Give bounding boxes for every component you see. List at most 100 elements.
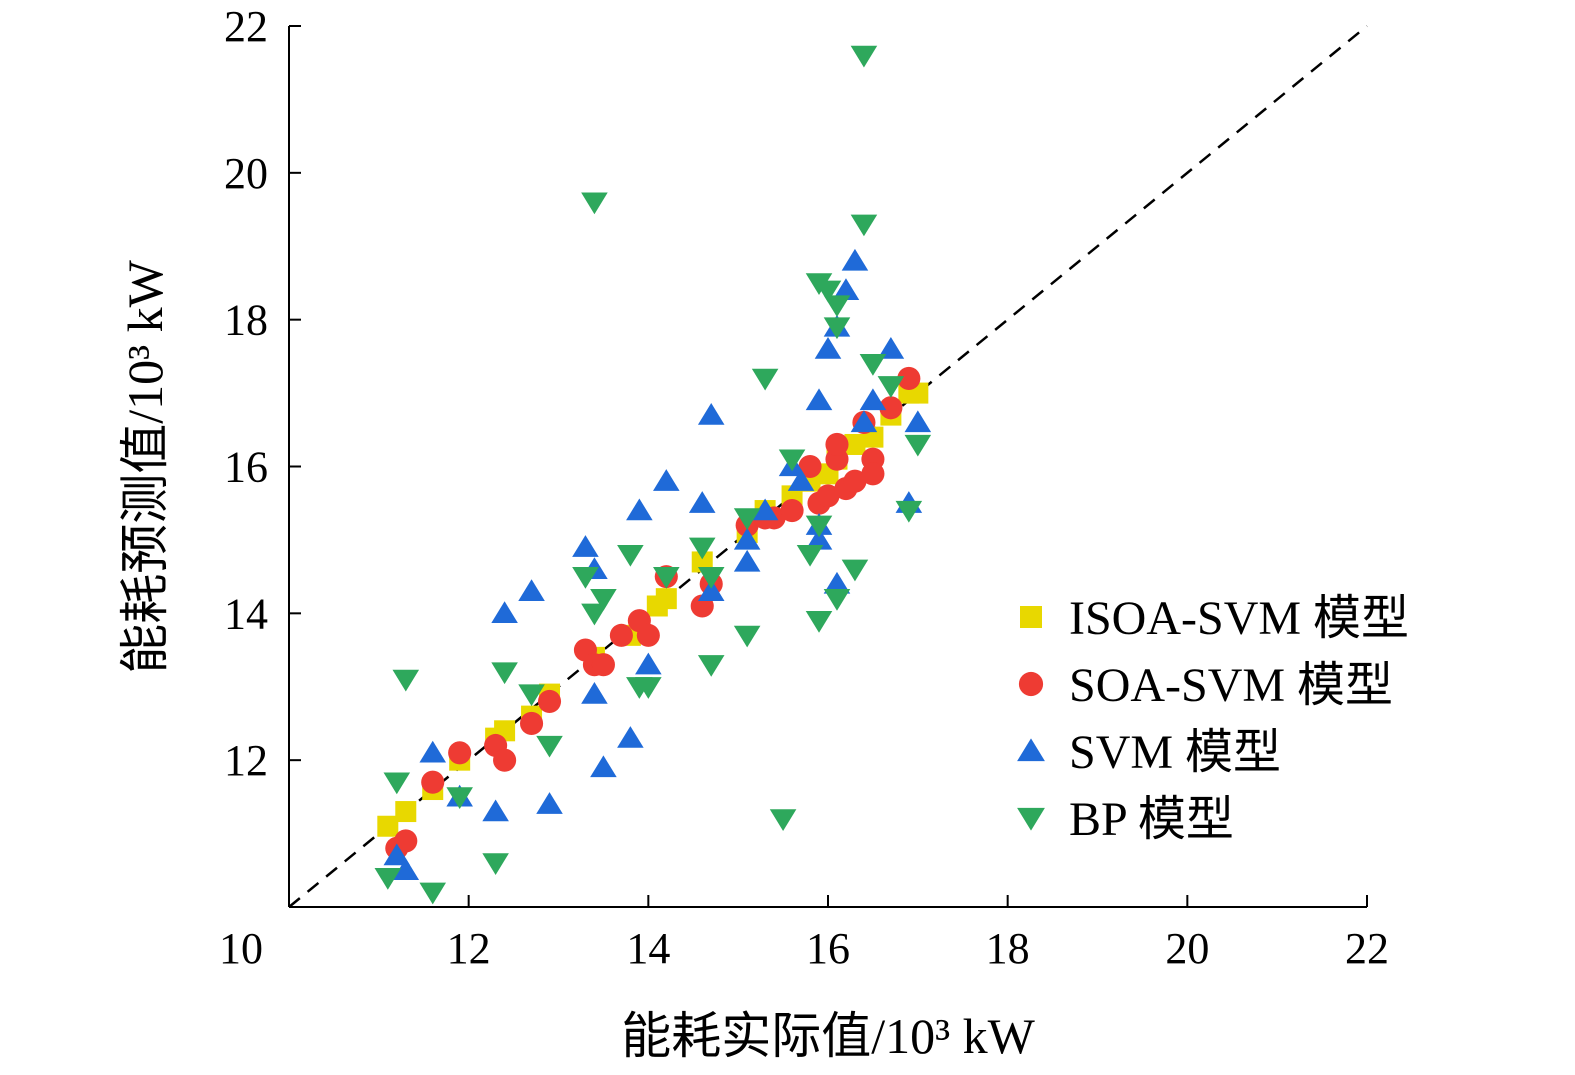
data-point [482,853,509,876]
data-point [805,611,833,633]
legend-label: SVM 模型 [1069,726,1281,779]
data-point [850,410,878,433]
data-point [814,336,842,359]
y-tick-label: 14 [224,589,268,638]
data-point [798,454,822,479]
series-4 [374,45,932,905]
data-point [419,882,447,905]
data-point [537,689,562,713]
data-point [780,499,804,523]
data-point [861,462,885,486]
data-point [733,625,761,648]
legend-label: SOA-SVM 模型 [1069,659,1393,712]
data-point [395,801,417,823]
data-point [778,449,806,472]
data-point [805,388,833,411]
data-point [733,549,761,572]
data-point [392,669,420,692]
data-point [383,843,411,866]
series-3 [383,248,932,880]
data-point [688,491,716,513]
data-point [877,376,905,398]
data-point [751,498,779,521]
data-point [617,726,644,748]
data-point [697,579,725,601]
data-point [572,535,599,557]
legend-marker [1018,671,1044,697]
data-point [816,484,840,508]
data-point [841,248,869,271]
data-point [377,815,399,837]
y-tick-label: 18 [224,296,268,345]
data-point [823,571,851,594]
data-point [421,770,445,794]
data-point [843,469,867,493]
data-point [518,684,545,707]
data-point [769,809,797,831]
data-point [897,366,921,390]
data-point [823,295,851,318]
data-point [581,603,608,626]
x-tick-label: 22 [1345,924,1389,973]
data-point [581,682,608,704]
data-point [850,45,878,68]
y-tick-label: 16 [224,443,268,492]
legend-marker [1017,738,1045,762]
data-point [448,741,472,765]
x-axis-title: 能耗实际值/10³ kW [621,1008,1035,1064]
data-point [841,559,869,582]
legend-label: ISOA-SVM 模型 [1069,592,1409,645]
axes: 10 12 14 16 18 20 22 12 14 16 18 20 22 [219,2,1389,973]
data-point [655,588,677,610]
data-point [635,652,662,675]
data-point [653,566,680,589]
data-point [653,469,680,491]
data-point [491,601,518,623]
y-tick-label: 22 [224,2,268,51]
data-point [520,711,544,736]
x-tick-label: 18 [986,924,1030,973]
data-point [491,662,518,685]
x-tick-label: 16 [806,924,850,973]
data-point [844,433,866,455]
data-point [904,410,932,433]
legend-marker [1017,807,1045,831]
data-point [419,740,447,763]
data-point [374,867,402,890]
data-point [536,792,563,814]
data-point [688,537,716,560]
data-point [895,500,923,523]
data-point [879,396,903,420]
y-tick-label: 20 [224,149,268,198]
legend: ISOA-SVM 模型 SOA-SVM 模型 SVM 模型 BP 模型 [1017,592,1409,846]
data-point [383,772,411,795]
data-point [751,368,779,391]
x-tick-label: 20 [1165,924,1209,973]
data-points-layer [374,45,932,905]
data-point [392,858,420,880]
data-point [877,336,905,359]
data-point [805,515,833,538]
data-point [697,566,725,589]
y-tick-label: 12 [224,736,268,785]
x-tick-label: 12 [447,924,491,973]
data-point [832,278,860,300]
data-point [591,653,615,677]
legend-label: BP 模型 [1069,793,1234,846]
data-point [626,498,653,521]
data-point [814,280,842,303]
data-point [859,388,887,411]
data-point [536,735,563,758]
data-point [635,677,662,699]
data-point [609,623,633,647]
data-point [787,469,815,491]
data-point [617,544,644,567]
data-point [697,655,725,677]
data-point [733,527,761,550]
data-point [590,588,617,611]
data-point [636,623,660,647]
data-point [859,354,887,376]
data-point [796,544,824,567]
data-point [394,829,418,853]
